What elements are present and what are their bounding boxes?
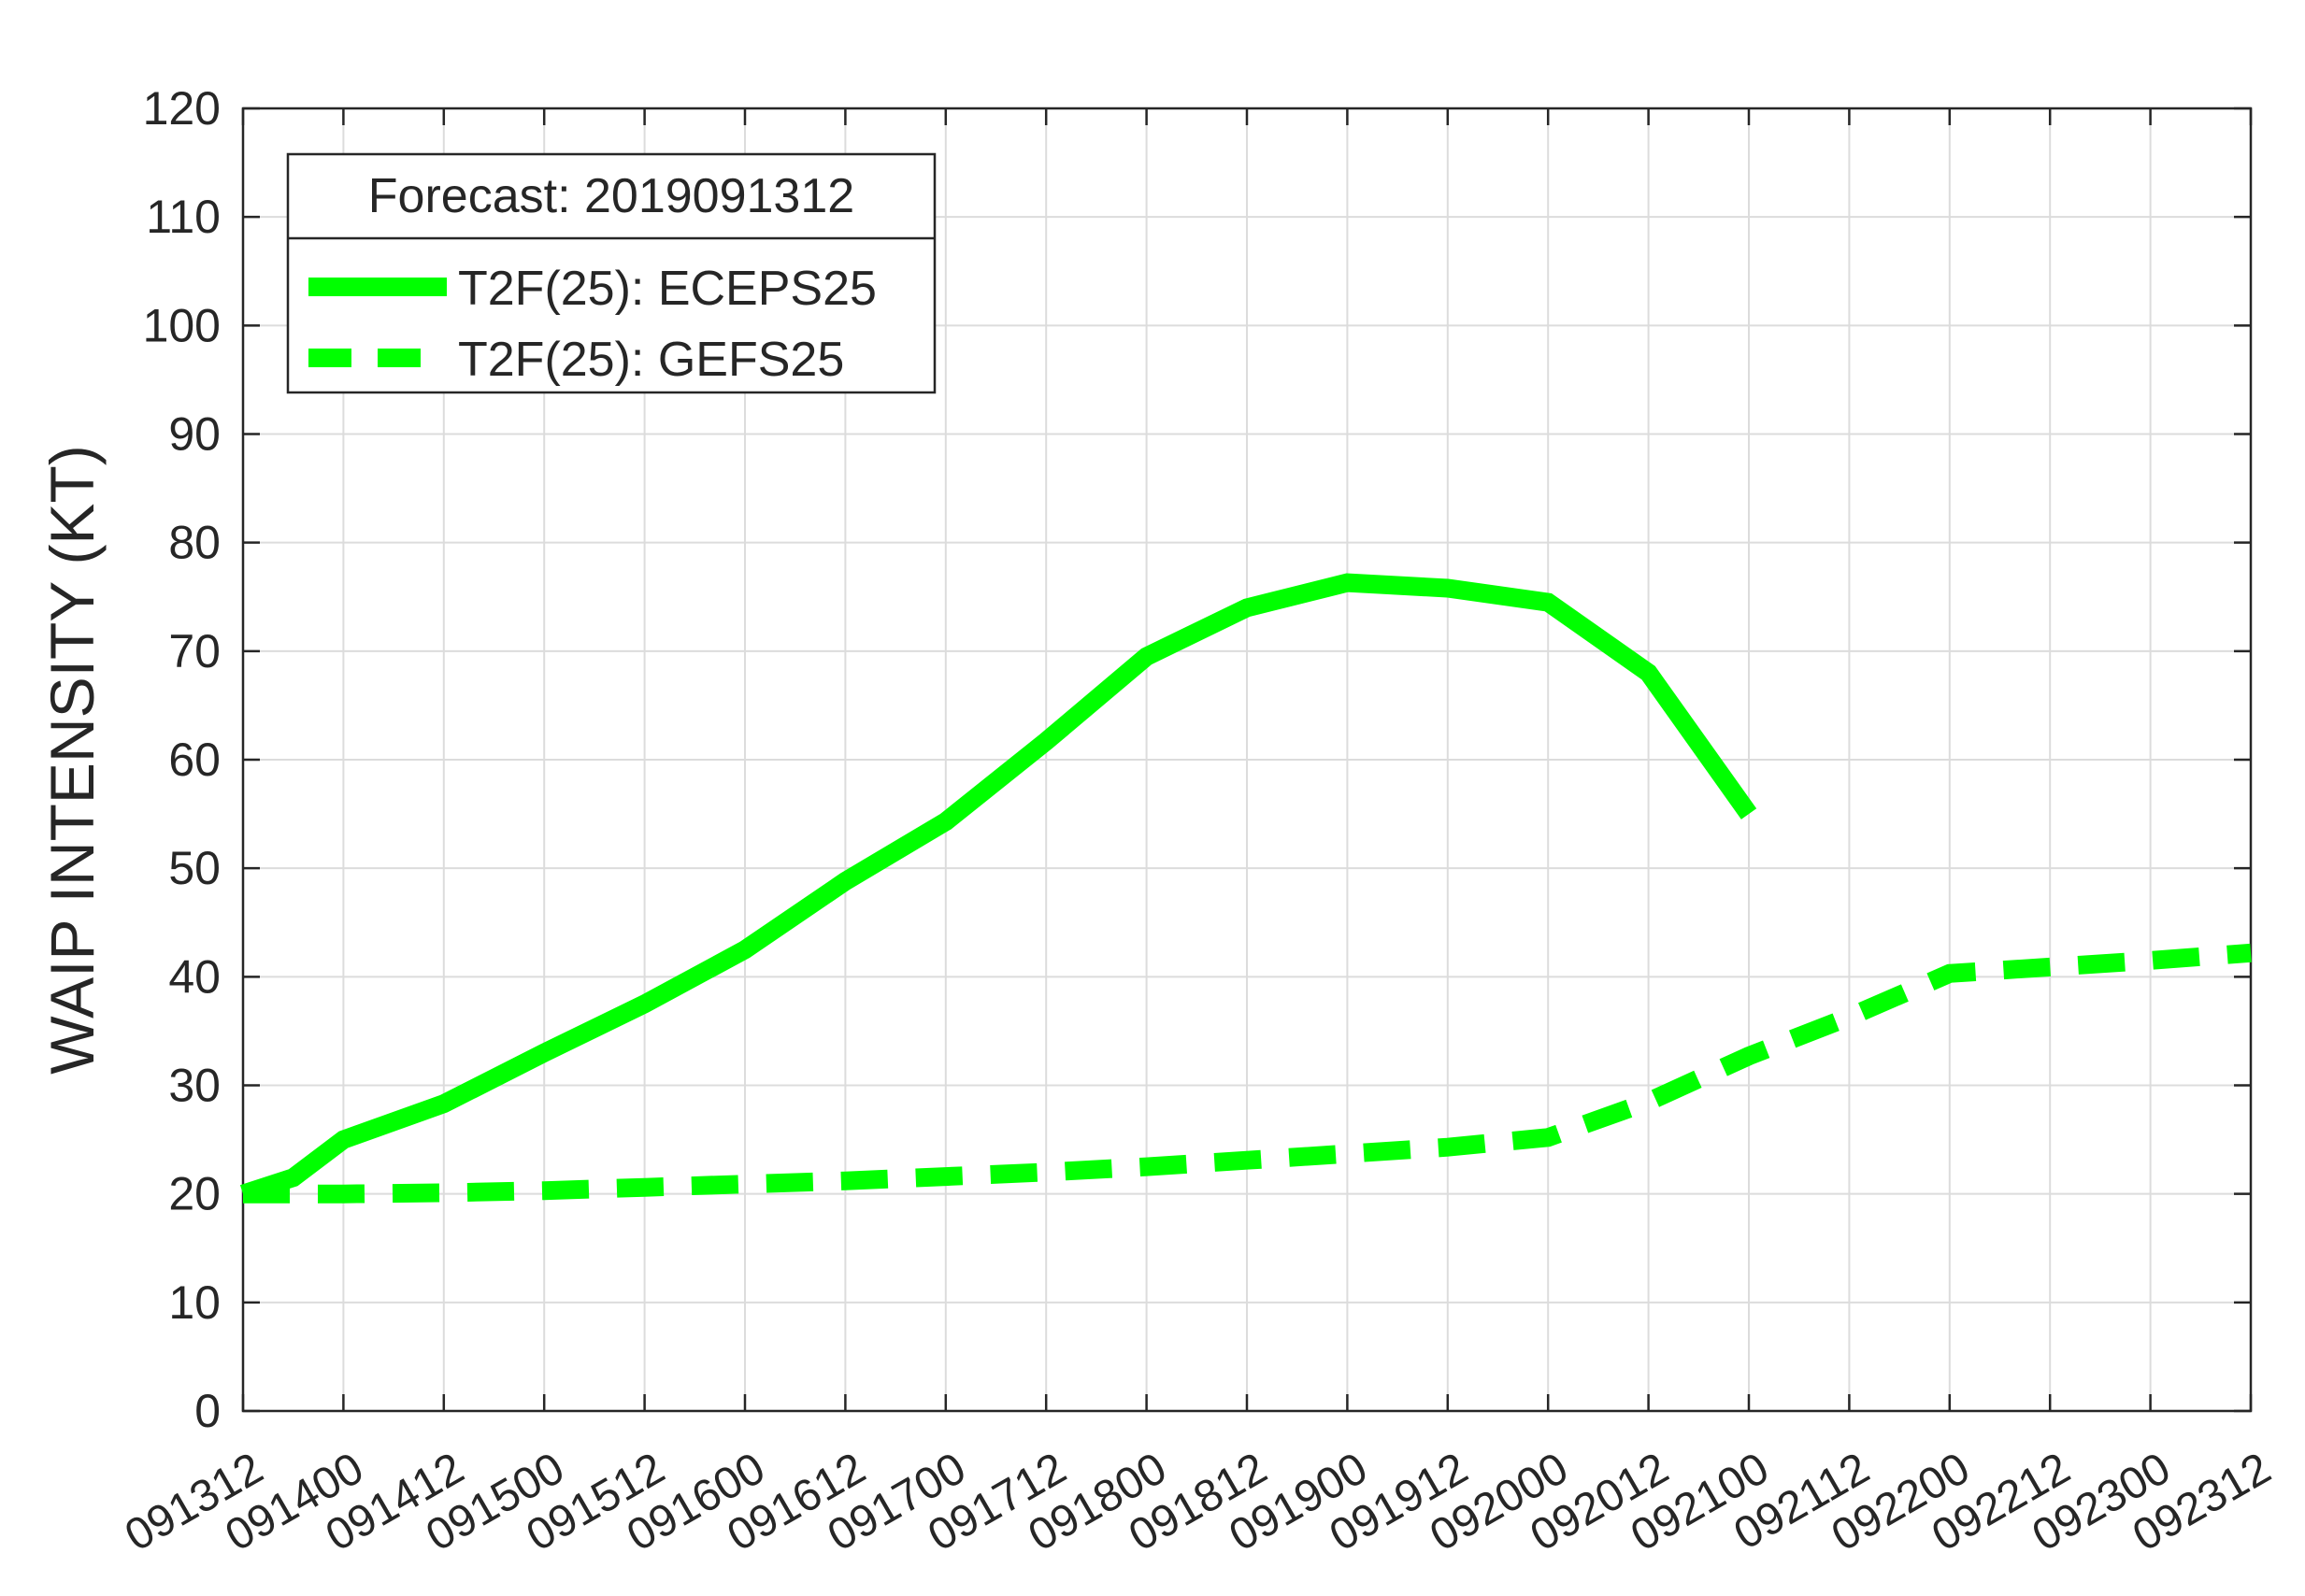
y-tick-label: 80 (168, 517, 221, 569)
series-line-2 (243, 943, 2252, 1204)
legend: Forecast: 2019091312 T2F(25): ECEPS25T2F… (286, 152, 937, 394)
legend-label-2: T2F(25): GEFS25 (458, 333, 844, 387)
legend-label-1: T2F(25): ECEPS25 (458, 262, 877, 316)
series (239, 573, 2252, 1204)
y-tick-label: 20 (168, 1168, 221, 1220)
y-tick-label: 0 (194, 1385, 221, 1437)
y-tick-label: 60 (168, 734, 221, 786)
y-tick-label: 70 (168, 625, 221, 677)
y-tick-label: 50 (168, 842, 221, 894)
series-line-1 (239, 573, 1757, 1204)
legend-title: Forecast: 2019091312 (368, 169, 854, 223)
legend-entries: T2F(25): ECEPS25 T2F(25): GEFS25 (308, 262, 877, 387)
y-axis-ticks: 0 10 20 30 40 50 60 70 80 90 100 110 120 (143, 82, 2251, 1437)
y-tick-label: 110 (146, 191, 221, 243)
y-tick-label: 90 (168, 408, 221, 461)
y-tick-label: 100 (143, 299, 221, 351)
y-tick-label: 10 (168, 1276, 221, 1329)
y-tick-label: 30 (168, 1060, 221, 1112)
y-tick-label: 40 (168, 950, 221, 1003)
y-tick-label: 120 (143, 82, 221, 135)
y-axis-label: WAIP INTENSITY (KT) (37, 445, 107, 1075)
